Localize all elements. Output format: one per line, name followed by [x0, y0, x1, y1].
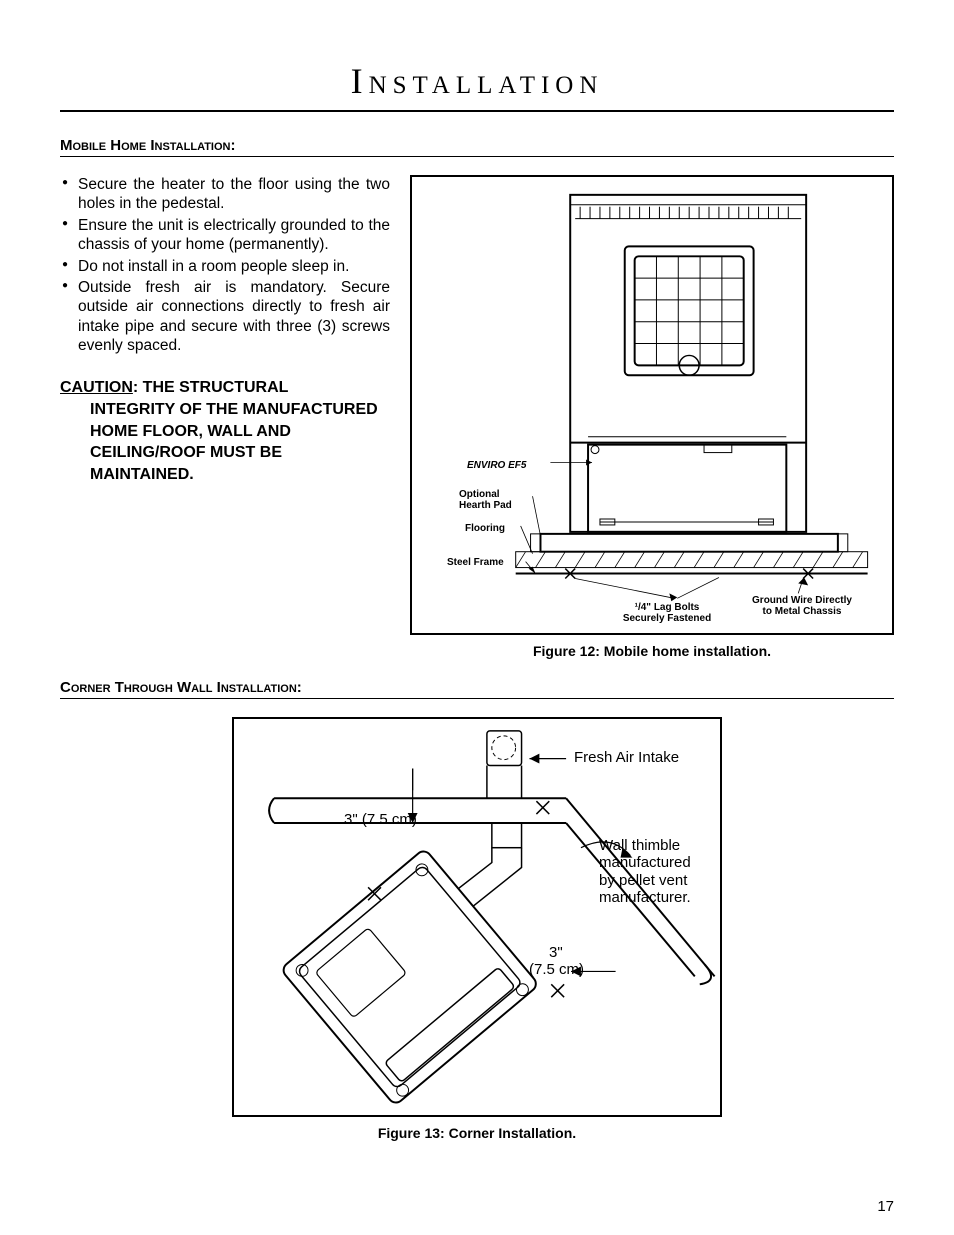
caution-block: CAUTION: THE STRUCTURAL INTEGRITY OF THE…	[60, 377, 390, 485]
bullet-item: Secure the heater to the floor using the…	[60, 175, 390, 214]
fig13-label-dim1: 3" (7.5 cm)	[344, 811, 417, 828]
bullet-item: Outside fresh air is mandatory. Secure o…	[60, 278, 390, 356]
mobile-home-row: Secure the heater to the floor using the…	[60, 175, 894, 659]
caution-label: CAUTION	[60, 379, 133, 396]
fig12-label-steelframe: Steel Frame	[447, 557, 504, 568]
bullet-item: Ensure the unit is electrically grounded…	[60, 216, 390, 255]
bullet-item: Do not install in a room people sleep in…	[60, 257, 390, 276]
fig12-label-enviro: ENVIRO EF5	[467, 460, 526, 471]
section-mobile-home-header: Mobile Home Installation:	[60, 137, 894, 154]
page-title: Installation	[60, 60, 894, 102]
fig12-label-hearthpad: Optional Hearth Pad	[459, 489, 512, 511]
fig13-label-dim2a: 3"	[549, 944, 563, 961]
title-rule	[60, 110, 894, 112]
figure-12-frame: ENVIRO EF5 Optional Hearth Pad Flooring …	[410, 175, 894, 635]
section-corner-header: Corner Through Wall Installation:	[60, 679, 894, 696]
figure-12-caption: Figure 12: Mobile home installation.	[410, 643, 894, 659]
figure-13-caption: Figure 13: Corner Installation.	[60, 1125, 894, 1141]
fig12-label-lagbolts: ¹/4" Lag Bolts Securely Fastened	[612, 602, 722, 624]
fig13-label-thimble: Wall thimble manufactured by pellet vent…	[599, 837, 709, 906]
fig13-label-dim2b: (7.5 cm)	[529, 961, 584, 978]
caution-text-body: INTEGRITY OF THE MANUFACTURED HOME FLOOR…	[60, 399, 390, 485]
fig12-label-flooring: Flooring	[465, 523, 505, 534]
page-number: 17	[877, 1198, 894, 1215]
mobile-home-text-col: Secure the heater to the floor using the…	[60, 175, 390, 659]
fig13-label-intake: Fresh Air Intake	[574, 749, 679, 766]
bullet-list: Secure the heater to the floor using the…	[60, 175, 390, 355]
caution-text-line1: : THE STRUCTURAL	[133, 379, 289, 396]
figure-13-svg	[234, 719, 720, 1115]
figure-12-col: ENVIRO EF5 Optional Hearth Pad Flooring …	[410, 175, 894, 659]
section-rule-2	[60, 698, 894, 699]
figure-13-container: Fresh Air Intake 3" (7.5 cm) Wall thimbl…	[60, 717, 894, 1141]
figure-13-frame: Fresh Air Intake 3" (7.5 cm) Wall thimbl…	[232, 717, 722, 1117]
section-rule-1	[60, 156, 894, 157]
fig12-label-groundwire: Ground Wire Directly to Metal Chassis	[742, 595, 862, 617]
